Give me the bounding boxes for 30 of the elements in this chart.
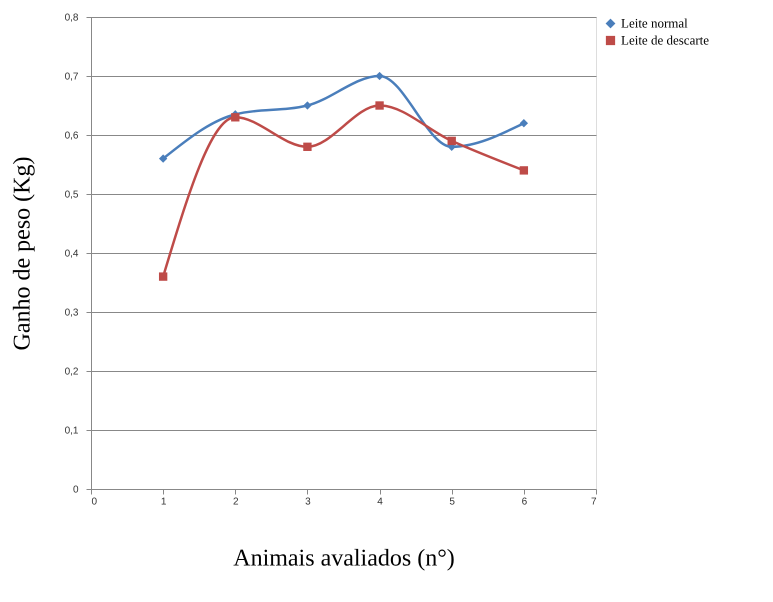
y-tick-label: 0,1 bbox=[64, 426, 79, 436]
point bbox=[520, 119, 528, 128]
x-tick-label: 4 bbox=[377, 496, 384, 508]
x-tick-label: 5 bbox=[449, 496, 456, 508]
point bbox=[158, 154, 168, 163]
y-tick-label: 0,2 bbox=[64, 366, 79, 378]
legend-label: Leite de descarte bbox=[621, 32, 710, 48]
point bbox=[303, 101, 312, 110]
point bbox=[158, 272, 168, 281]
x-tick-label: 0 bbox=[92, 496, 98, 508]
x-tick-label: 3 bbox=[305, 496, 312, 508]
legend-label: Leite normal bbox=[621, 16, 688, 30]
x-axis-title: Animais avaliados (n°) bbox=[233, 546, 455, 572]
point bbox=[520, 166, 528, 175]
point bbox=[375, 101, 384, 110]
y-tick-label: 0,8 bbox=[64, 12, 79, 24]
y-axis-title: Ganho de peso (Kg) bbox=[10, 156, 36, 350]
y-tick-label: 0,3 bbox=[64, 308, 79, 318]
y-tick-label: 0,6 bbox=[64, 130, 79, 142]
x-tick-label: 6 bbox=[522, 496, 528, 508]
point bbox=[448, 136, 456, 146]
y-tick-label: 0 bbox=[72, 484, 79, 496]
y-tick-label: 0,7 bbox=[64, 72, 79, 82]
x-tick-label: 1 bbox=[160, 496, 167, 508]
y-tick-label: 0,5 bbox=[64, 190, 79, 200]
y-tick-label: 0,4 bbox=[64, 248, 79, 260]
x-tick-label: 7 bbox=[590, 496, 597, 508]
x-tick-label: 2 bbox=[233, 496, 240, 508]
point bbox=[231, 113, 240, 122]
point bbox=[303, 142, 312, 151]
